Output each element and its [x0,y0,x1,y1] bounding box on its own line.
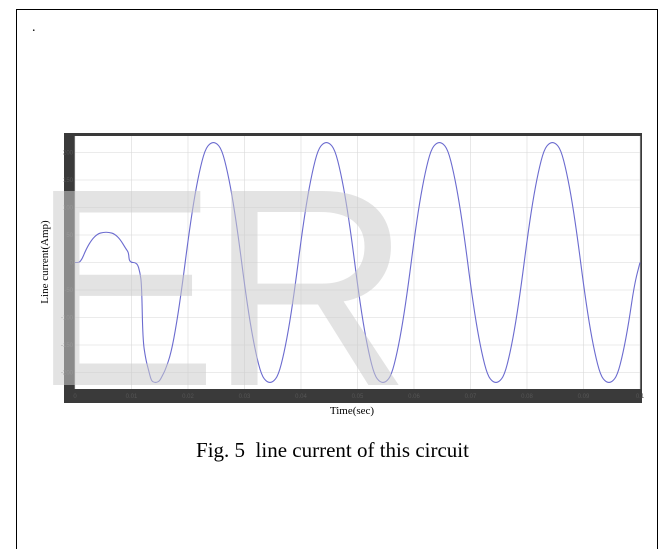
x-tick-label: 0.05 [352,394,364,400]
y-tick-label: 0 [70,261,74,267]
x-tick-label: 0.02 [182,394,194,400]
y-tick-label: 200 [63,151,74,157]
y-tick-label: -150 [61,343,74,349]
y-tick-label: -100 [61,316,74,322]
y-tick-label: 100 [63,206,74,212]
y-axis-label: Line current(Amp) [39,220,51,304]
x-tick-label: 0 [73,394,77,400]
grid [74,136,641,389]
x-tick-label: 0.03 [239,394,251,400]
series-line-current [75,142,641,383]
x-tick-label: 0.04 [295,394,307,400]
y-tick-labels: -200 -150 -100 -50 0 50 100 150 200 [61,151,74,377]
x-tick-label: 0.01 [126,394,138,400]
y-tick-label: -50 [64,288,73,294]
y-tick-label: 50 [66,233,73,239]
y-tick-label: -200 [61,371,74,377]
y-tick-label: 150 [63,178,74,184]
figure-frame [16,9,658,549]
leading-mark: . [32,20,36,35]
figure-caption: Fig. 5 line current of this circuit [196,438,469,462]
x-tick-label: 0.09 [578,394,590,400]
x-tick-label: 0.06 [408,394,420,400]
x-tick-labels: 0 0.01 0.02 0.03 0.04 0.05 0.06 0.07 0.08 0.09 0.1 [73,394,645,400]
x-tick-label: 0.07 [465,394,477,400]
x-axis-label: Time(sec) [330,405,375,417]
x-tick-label: 0.08 [521,394,533,400]
x-tick-label: 0.1 [636,394,645,400]
